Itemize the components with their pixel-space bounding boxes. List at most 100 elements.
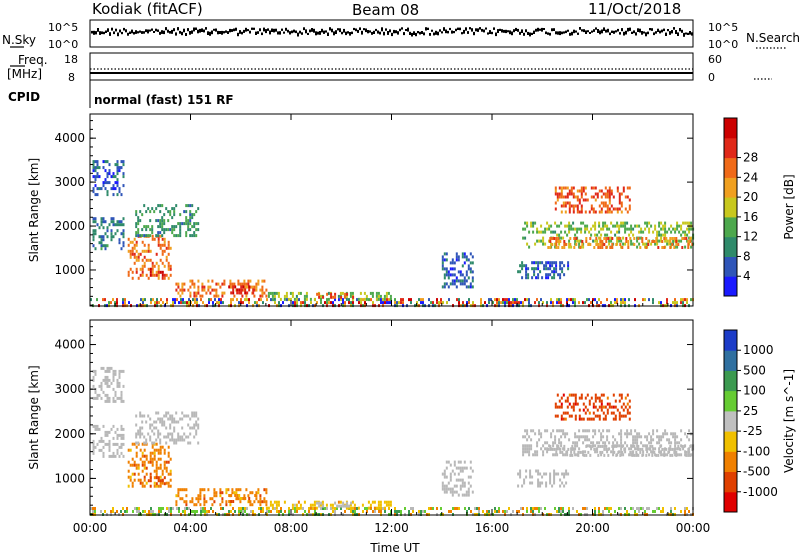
scatter-cell: [524, 429, 527, 433]
scatter-cell: [555, 237, 558, 240]
scatter-cell: [644, 444, 647, 448]
scatter-cell: [388, 301, 390, 305]
scatter-cell: [120, 247, 123, 251]
scatter-cell: [108, 366, 111, 370]
scatter-cell: [545, 267, 548, 271]
scatter-cell: [630, 444, 633, 448]
scatter-cell: [247, 494, 250, 498]
scatter-cell: [155, 448, 158, 452]
nsky-sample: [491, 31, 493, 35]
scatter-cell: [586, 298, 588, 302]
scatter-cell: [135, 423, 138, 427]
scatter-cell: [467, 285, 470, 289]
scatter-cell: [674, 453, 677, 457]
scatter-cell: [572, 186, 575, 190]
scatter-cell: [236, 291, 239, 295]
scatter-cell: [299, 291, 302, 295]
scatter-cell: [592, 239, 595, 243]
scatter-cell: [143, 460, 146, 464]
scatter-cell: [106, 160, 109, 164]
scatter-cell: [387, 500, 390, 504]
nsky-sample: [275, 28, 277, 32]
scatter-cell: [634, 298, 636, 302]
scatter-cell: [197, 441, 200, 445]
scatter-cell: [556, 444, 559, 448]
scatter-cell: [92, 229, 95, 233]
scatter-cell: [90, 507, 92, 510]
scatter-cell: [568, 221, 571, 225]
scatter-cell: [540, 230, 543, 234]
scatter-cell: [674, 298, 676, 302]
scatter-cell: [482, 510, 484, 513]
scatter-cell: [129, 267, 132, 271]
scatter-cell: [490, 298, 492, 302]
scatter-cell: [161, 222, 164, 226]
scatter-cell: [260, 507, 262, 510]
scatter-cell: [139, 234, 142, 238]
scatter-cell: [232, 298, 234, 302]
scatter-cell: [116, 396, 119, 400]
scatter-cell: [561, 270, 564, 274]
scatter-cell: [563, 246, 566, 249]
scatter-cell: [550, 298, 552, 302]
scatter-cell: [106, 181, 109, 185]
scatter-cell: [606, 438, 609, 442]
scatter-cell: [273, 500, 276, 504]
scatter-cell: [666, 432, 669, 436]
scatter-cell: [674, 227, 677, 231]
scatter-cell: [560, 301, 562, 305]
scatter-cell: [110, 175, 113, 179]
scatter-cell: [181, 497, 184, 501]
scatter-cell: [594, 298, 596, 302]
scatter-cell: [573, 237, 576, 240]
scatter-cell: [614, 417, 617, 421]
scatter-cell: [603, 447, 606, 451]
scatter-cell: [549, 481, 552, 485]
nsky-sample: [447, 30, 449, 34]
nsky-sample: [425, 27, 427, 31]
nsky-sample: [395, 30, 397, 34]
scatter-cell: [554, 207, 557, 211]
scatter-cell: [639, 246, 642, 249]
scatter-cell: [96, 160, 99, 164]
scatter-cell: [100, 244, 103, 248]
scatter-cell: [94, 184, 97, 188]
scatter-cell: [458, 507, 460, 510]
scatter-cell: [658, 233, 661, 237]
scatter-cell: [159, 457, 162, 461]
nsky-sample: [615, 30, 617, 33]
scatter-cell: [108, 430, 111, 434]
scatter-cell: [110, 366, 113, 370]
nsky-sample: [379, 31, 381, 35]
scatter-cell: [173, 228, 176, 232]
scatter-cell: [305, 291, 308, 295]
scatter-cell: [622, 189, 625, 193]
scatter-cell: [622, 236, 625, 240]
scatter-cell: [195, 432, 198, 436]
scatter-cell: [622, 453, 625, 457]
scatter-cell: [578, 198, 581, 202]
scatter-cell: [161, 219, 164, 223]
scatter-cell: [574, 195, 577, 199]
scatter-cell: [598, 417, 601, 421]
scatter-cell: [572, 441, 575, 445]
scatter-cell: [612, 195, 615, 199]
scatter-cell: [349, 291, 352, 295]
beam-label: Beam 08: [352, 1, 419, 19]
scatter-cell: [564, 432, 567, 436]
scatter-cell: [558, 447, 561, 451]
scatter-cell: [582, 221, 585, 225]
colorbar-segment: [724, 157, 737, 178]
scatter-cell: [602, 393, 605, 397]
scatter-cell: [592, 207, 595, 211]
scatter-cell: [543, 472, 546, 476]
scatter-cell: [554, 221, 557, 225]
scatter-cell: [92, 220, 95, 224]
scatter-cell: [595, 243, 598, 246]
scatter-cell: [220, 298, 222, 302]
scatter-cell: [420, 298, 422, 302]
scatter-cell: [155, 252, 158, 256]
scatter-cell: [625, 237, 628, 240]
scatter-cell: [265, 506, 268, 510]
scatter-cell: [578, 245, 581, 249]
